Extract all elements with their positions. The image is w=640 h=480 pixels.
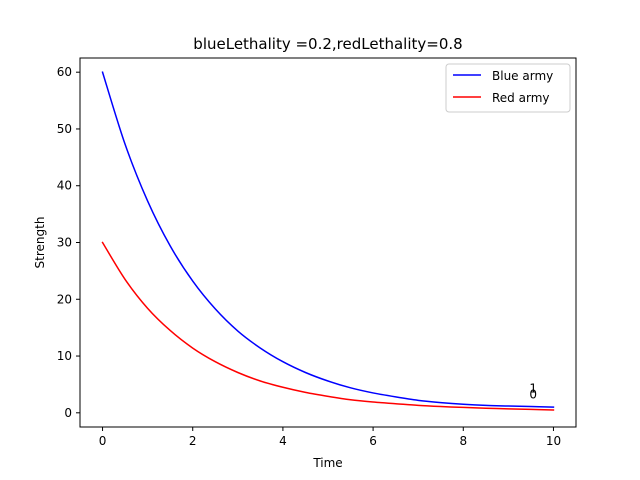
series-layer: [101, 71, 555, 411]
y-tick-label: 40: [57, 179, 72, 193]
x-tick-label: 0: [99, 434, 107, 448]
y-tick-label: 0: [64, 406, 72, 420]
series-line-blue-army: [101, 71, 555, 408]
x-tick-label: 8: [459, 434, 467, 448]
axes-background: [80, 58, 576, 427]
legend-label-blue-army: Blue army: [492, 69, 553, 83]
y-tick-label: 60: [57, 65, 72, 79]
plot-area: 10: [79, 57, 577, 428]
x-tick-label: 4: [279, 434, 287, 448]
x-tick-label: 10: [546, 434, 561, 448]
y-tick-label: 50: [57, 122, 72, 136]
series-line-red-army: [101, 241, 555, 411]
legend: Blue army Red army: [445, 63, 571, 113]
y-tick-label: 20: [57, 292, 72, 306]
x-axis-label: Time: [312, 456, 342, 470]
y-axis-label: Strength: [33, 217, 47, 269]
x-tick-label: 6: [369, 434, 377, 448]
annotation-text: 1: [529, 381, 537, 395]
legend-box: [445, 63, 571, 113]
chart-title: blueLethality =0.2,redLethality=0.8: [193, 35, 462, 53]
annotation-layer: 10: [529, 381, 537, 401]
x-axis: 0 2 4 6 8 10: [99, 427, 561, 448]
annotation-text: 0: [529, 388, 537, 402]
x-tick-label: 2: [189, 434, 197, 448]
legend-label-red-army: Red army: [492, 91, 549, 105]
y-axis: 0 10 20 30 40 50 60: [57, 65, 80, 420]
y-tick-label: 30: [57, 236, 72, 250]
y-tick-label: 10: [57, 349, 72, 363]
